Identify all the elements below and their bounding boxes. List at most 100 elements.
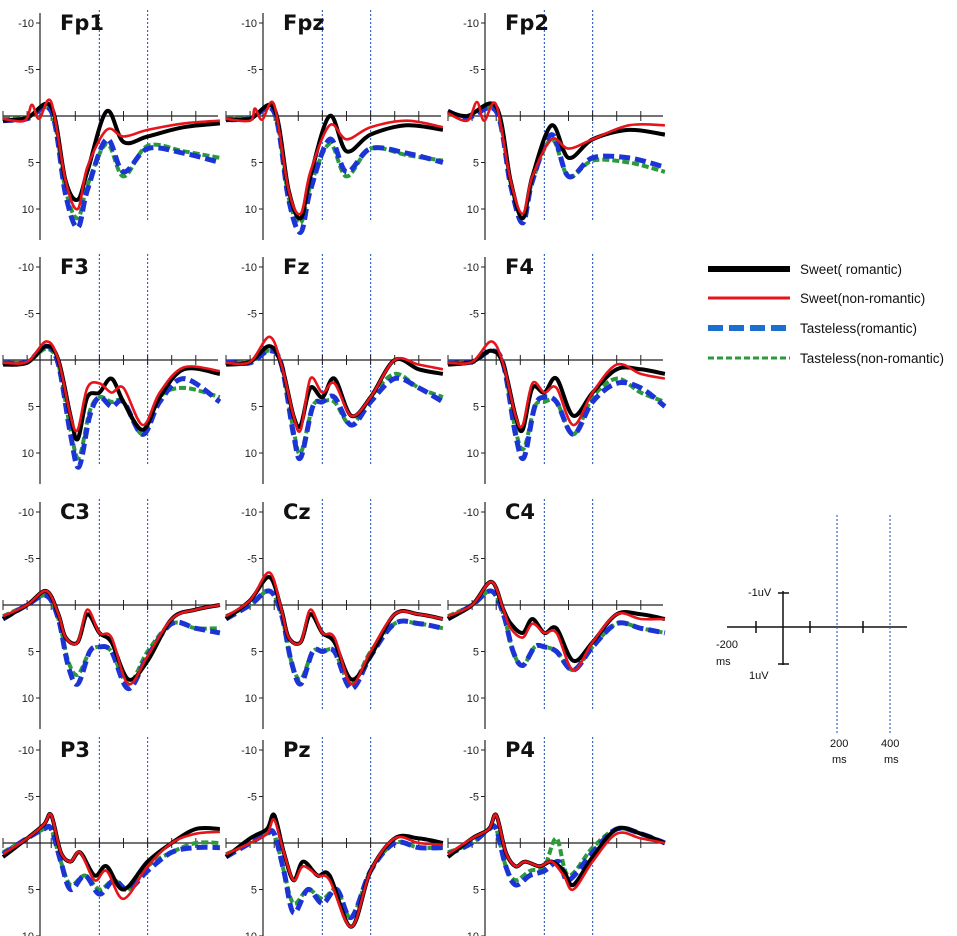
- series-sweet-nonromantic: [447, 813, 666, 892]
- series-sweet-romantic: [224, 812, 444, 929]
- erp-panels: -10 -5 5 10 Fp1 -10 -5 5 10 Fpz -10 -5 5 10 Fp2 -10 -5 5 1…: [1, 10, 667, 936]
- y-tick-label: 10: [22, 204, 34, 216]
- electrode-label: F4: [505, 255, 534, 279]
- series-sweet-romantic: [2, 344, 221, 442]
- legend-label-sweet-nonromantic: Sweet(non-romantic): [800, 291, 925, 306]
- series-sweet-nonromantic: [2, 340, 221, 433]
- series-tasteless-romantic: [2, 104, 221, 231]
- y-tick-label: 5: [473, 158, 479, 170]
- y-tick-label: 5: [473, 402, 479, 414]
- y-tick-label: -10: [463, 262, 479, 274]
- y-tick-label: 10: [245, 931, 257, 936]
- y-tick-label: -5: [247, 65, 257, 77]
- scale-x-left-label: -200: [716, 639, 738, 651]
- scale-y-bottom-label: 1uV: [749, 670, 769, 682]
- electrode-label: Fz: [283, 255, 310, 279]
- y-tick-label: -10: [463, 745, 479, 757]
- series-tasteless-romantic: [224, 828, 443, 920]
- electrode-label: Cz: [283, 500, 311, 524]
- series-sweet-nonromantic: [225, 335, 444, 434]
- y-tick-label: -10: [463, 507, 479, 519]
- y-tick-label: -5: [469, 554, 479, 566]
- y-tick-label: 10: [467, 931, 479, 936]
- scale-x-mark1-unit: ms: [832, 754, 847, 766]
- y-tick-label: 10: [22, 693, 34, 705]
- electrode-label: Fpz: [283, 11, 325, 35]
- y-tick-label: 5: [251, 402, 257, 414]
- panel-c3: -10 -5 5 10 C3: [1, 499, 221, 729]
- series-sweet-nonromantic: [2, 589, 221, 686]
- series-sweet-nonromantic: [225, 100, 444, 216]
- y-tick-label: -5: [469, 65, 479, 77]
- series-sweet-romantic: [224, 575, 444, 682]
- y-tick-label: -10: [18, 18, 34, 30]
- legend: Sweet( romantic) Sweet(non-romantic) Tas…: [708, 262, 944, 366]
- series-tasteless-romantic: [1, 823, 220, 897]
- y-tick-label: -10: [18, 745, 34, 757]
- series-sweet-nonromantic: [447, 580, 665, 672]
- y-tick-label: -10: [18, 262, 34, 274]
- electrode-label: F3: [60, 255, 89, 279]
- y-tick-label: -5: [469, 309, 479, 321]
- y-tick-label: -10: [241, 18, 257, 30]
- y-tick-label: -5: [24, 792, 34, 804]
- electrode-label: C3: [60, 500, 90, 524]
- scale-bar: -1uV 1uV -200 ms 200 ms 400 ms: [716, 515, 907, 766]
- series-sweet-nonromantic: [2, 98, 220, 211]
- series-sweet-nonromantic: [225, 571, 444, 686]
- electrode-label: Pz: [283, 738, 311, 762]
- y-tick-label: -5: [24, 309, 34, 321]
- y-tick-label: 10: [22, 931, 34, 936]
- scale-x-ticks: [755, 621, 864, 633]
- series-tasteless-romantic: [446, 588, 666, 673]
- y-tick-label: 5: [251, 885, 257, 897]
- series-sweet-nonromantic: [225, 818, 444, 929]
- panel-p4: -10 -5 5 10 P4: [446, 737, 666, 936]
- y-tick-label: 5: [28, 647, 34, 659]
- y-tick-label: -10: [241, 262, 257, 274]
- series-sweet-nonromantic: [2, 812, 221, 901]
- legend-label-sweet-romantic: Sweet( romantic): [800, 262, 902, 277]
- y-tick-label: -10: [18, 507, 34, 519]
- y-tick-label: -5: [247, 792, 257, 804]
- y-tick-label: -5: [247, 554, 257, 566]
- panel-fp1: -10 -5 5 10 Fp1: [2, 10, 221, 240]
- electrode-label: P3: [60, 738, 90, 762]
- y-tick-label: 5: [251, 158, 257, 170]
- series-tasteless-nonromantic: [447, 348, 666, 452]
- y-tick-label: -5: [469, 792, 479, 804]
- y-tick-label: 5: [28, 402, 34, 414]
- panel-cz: -10 -5 5 10 Cz: [224, 499, 444, 729]
- series-tasteless-romantic: [224, 588, 444, 692]
- legend-label-tasteless-nonromantic: Tasteless(non-romantic): [800, 351, 944, 366]
- series-tasteless-romantic: [225, 105, 444, 235]
- panel-p3: -10 -5 5 10 P3: [1, 737, 221, 936]
- y-tick-label: 5: [473, 647, 479, 659]
- electrode-label: P4: [505, 738, 535, 762]
- y-tick-label: 5: [251, 647, 257, 659]
- series-sweet-romantic: [446, 812, 666, 888]
- y-tick-label: 5: [473, 885, 479, 897]
- series-sweet-romantic: [447, 348, 666, 434]
- y-tick-label: 10: [22, 448, 34, 460]
- series-tasteless-romantic: [2, 343, 222, 470]
- series-tasteless-romantic: [1, 592, 221, 692]
- y-tick-label: -10: [241, 745, 257, 757]
- panel-f4: -10 -5 5 10 F4: [447, 254, 667, 484]
- panel-fz: -10 -5 5 10 Fz: [225, 254, 445, 484]
- electrode-label: Fp1: [60, 11, 104, 35]
- series-sweet-nonromantic: [447, 340, 666, 429]
- y-tick-label: 10: [467, 448, 479, 460]
- panel-fp2: -10 -5 5 10 Fp2: [447, 10, 666, 240]
- y-tick-label: 5: [28, 885, 34, 897]
- y-tick-label: 10: [245, 204, 257, 216]
- series-sweet-romantic: [447, 101, 666, 221]
- electrode-label: Fp2: [505, 11, 549, 35]
- series-sweet-nonromantic: [447, 100, 665, 215]
- y-tick-label: -5: [24, 554, 34, 566]
- y-tick-label: -10: [463, 18, 479, 30]
- scale-x-mark1-label: 200: [830, 738, 848, 750]
- y-tick-label: 10: [245, 693, 257, 705]
- y-tick-label: 5: [28, 158, 34, 170]
